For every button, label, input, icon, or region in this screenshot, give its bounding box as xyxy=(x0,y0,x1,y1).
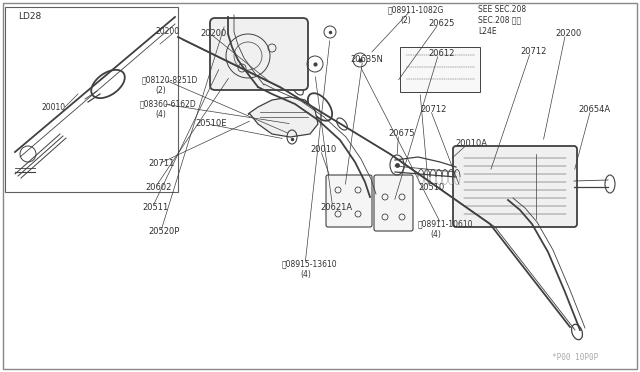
Text: 20010A: 20010A xyxy=(455,140,487,148)
Text: 20200: 20200 xyxy=(200,29,227,38)
Text: 20602: 20602 xyxy=(145,183,172,192)
Text: Ⓑ08120-8251D: Ⓑ08120-8251D xyxy=(142,76,198,84)
Text: (2): (2) xyxy=(400,16,411,25)
Text: 20200: 20200 xyxy=(555,29,581,38)
Text: (4): (4) xyxy=(300,269,311,279)
Ellipse shape xyxy=(572,324,582,340)
Bar xyxy=(5,7,178,192)
Text: ⓝ08911-1082G: ⓝ08911-1082G xyxy=(388,6,444,15)
FancyBboxPatch shape xyxy=(374,175,413,231)
Text: 20635N: 20635N xyxy=(350,55,383,64)
Ellipse shape xyxy=(308,93,332,121)
Text: 20711: 20711 xyxy=(148,160,174,169)
Text: 20010: 20010 xyxy=(42,103,66,112)
Ellipse shape xyxy=(92,70,125,98)
Polygon shape xyxy=(248,97,318,137)
Text: Ⓢ08360-6162D: Ⓢ08360-6162D xyxy=(140,99,196,109)
Text: 20511: 20511 xyxy=(142,202,168,212)
FancyBboxPatch shape xyxy=(453,146,577,227)
Text: 20712: 20712 xyxy=(520,48,547,57)
Text: SEC.208 参照: SEC.208 参照 xyxy=(478,16,521,25)
Text: Ⓥ08915-13610: Ⓥ08915-13610 xyxy=(282,260,338,269)
Text: SEE SEC.208: SEE SEC.208 xyxy=(478,6,526,15)
Text: LD28: LD28 xyxy=(18,12,41,21)
Text: 20621A: 20621A xyxy=(320,202,352,212)
Text: 20712: 20712 xyxy=(420,106,446,115)
FancyBboxPatch shape xyxy=(210,18,308,90)
Bar xyxy=(400,47,480,92)
Text: (4): (4) xyxy=(430,230,441,238)
Text: 20510: 20510 xyxy=(418,183,444,192)
Text: (2): (2) xyxy=(155,86,166,94)
Text: 20675: 20675 xyxy=(388,129,415,138)
Text: (4): (4) xyxy=(155,109,166,119)
Text: 20510E: 20510E xyxy=(195,119,227,128)
FancyBboxPatch shape xyxy=(326,175,372,227)
Text: 20654A: 20654A xyxy=(578,106,610,115)
Text: 20612: 20612 xyxy=(428,49,454,58)
Text: 20010: 20010 xyxy=(310,145,336,154)
Text: 20200: 20200 xyxy=(155,27,179,36)
Text: 20625: 20625 xyxy=(428,19,454,29)
Text: Ⓗ08911-10610: Ⓗ08911-10610 xyxy=(418,219,474,228)
Text: *P00 10P0P: *P00 10P0P xyxy=(552,353,598,362)
Text: 20520P: 20520P xyxy=(148,228,179,237)
Text: L24E: L24E xyxy=(478,28,497,36)
